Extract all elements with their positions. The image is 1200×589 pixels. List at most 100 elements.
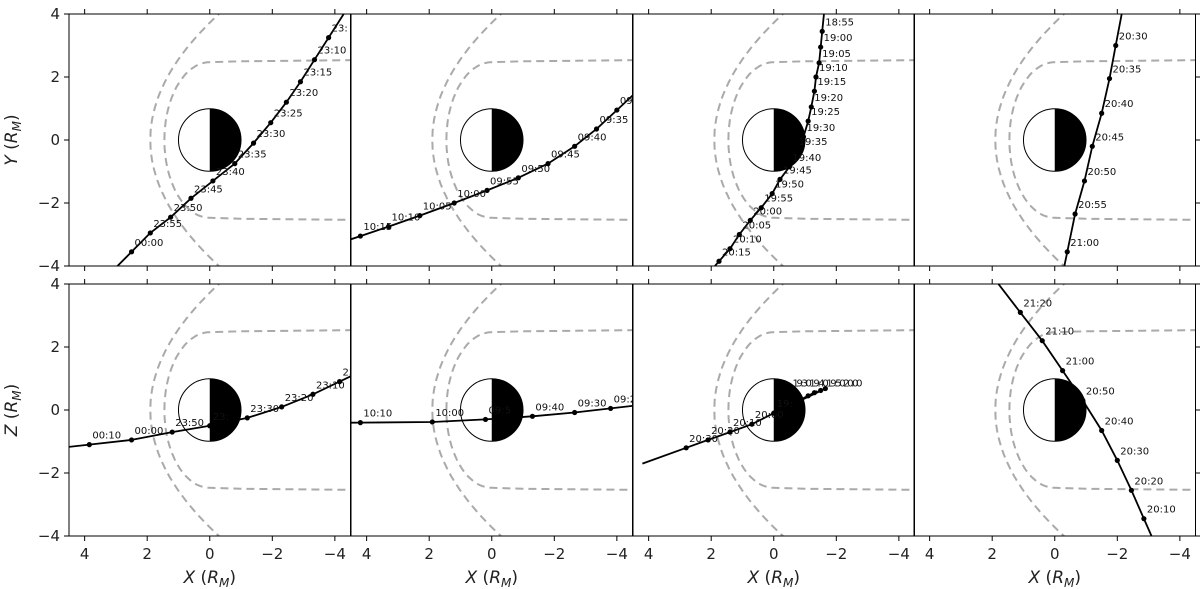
time-label: 19:10 [819,63,848,74]
planet-nightside [773,378,805,442]
magnetopause-curve [1008,329,1196,491]
trajectory-line [351,404,633,424]
x-tick-label: −2 [261,545,283,563]
y-tick-label: −4 [38,527,60,545]
time-label: 23:0 [343,368,365,379]
bow-shock-curve [149,14,221,266]
bow-shock-curve [149,284,221,536]
x-tick-label: 0 [769,545,779,563]
trajectory-point [147,230,153,236]
time-label: 09:40 [535,402,564,413]
time-label: 20:50 [1086,387,1115,398]
time-label: 23:55 [153,219,182,230]
trajectory-point [1099,427,1105,434]
x-tick-label: 0 [1050,545,1060,563]
time-label: 20:30 [689,434,718,445]
time-label: 23:30 [257,129,286,140]
trajectory-point [210,178,216,184]
magnetopause-curve [445,329,633,491]
time-label: 09:30 [578,399,607,410]
time-label: 20:10 [733,235,762,246]
time-label: 23:35 [238,150,267,161]
trajectory-point [545,161,551,167]
time-label: 09:55 [490,176,519,187]
trajectory-point [777,176,783,182]
magnetopause-curve [727,59,915,221]
x-tick-label: 2 [706,545,716,563]
trajectory-point [357,233,363,239]
time-label: 21:10 [1045,327,1074,338]
x-tick-label: −2 [543,545,565,563]
time-label: 20:05 [742,221,771,232]
trajectory-point [749,421,755,427]
trajectory-point [357,420,363,426]
trajectory-point [727,429,733,435]
trajectory-point [716,258,722,264]
time-label: 21:00 [1066,357,1095,368]
bow-shock-curve [994,14,1066,266]
trajectory-line [69,375,351,448]
x-tick-label: 4 [80,545,90,563]
x-axis-label: X (RM) [1027,568,1081,589]
time-label: 20:30 [1120,446,1149,457]
time-label: 20:10 [1147,505,1176,516]
time-label: 20:40 [1105,99,1134,110]
time-label: 20:00 [755,410,784,421]
time-label: 10:00 [435,408,464,419]
time-label: 23:45 [194,184,223,195]
time-label: 20:30 [1119,32,1148,43]
time-label: 19:00 [824,33,853,44]
trajectory-point [1141,516,1147,522]
trajectory-point [1017,309,1023,315]
trajectory-point [232,161,238,167]
planet-nightside [209,108,242,172]
trajectory-point [805,118,811,124]
trajectory-point [168,214,174,220]
x-axis-label: X (RM) [746,568,800,589]
time-label: 23:50 [174,203,203,214]
time-label: 09:45 [551,150,580,161]
trajectory-point [1089,143,1095,149]
time-label: 23: [213,412,229,423]
trajectory-point [336,379,343,385]
time-label: 20:55 [1078,200,1107,211]
bow-shock-curve [994,284,1066,536]
x-tick-label: 0 [487,545,497,563]
trajectory-point [758,205,764,211]
trajectory-point [1114,457,1120,463]
magnetopause-curve [727,329,915,491]
trajectory-point [1128,487,1134,493]
trajectory-point [250,140,257,146]
trajectory-point [1072,211,1078,217]
time-label: 20:20 [711,426,740,437]
trajectory-point [736,231,742,238]
time-label: 19:35 [799,137,828,148]
trajectory-point [417,213,423,219]
time-label: 23:20 [285,393,314,404]
trajectory-point [808,104,814,110]
trajectory-point [283,99,289,105]
time-label: 10:00 [457,189,486,200]
trajectory-point [683,445,689,451]
magnetopause-curve [163,59,351,221]
time-label: 19:05 [822,49,851,60]
x-tick-label: 4 [925,545,935,563]
time-label: 19:20 [814,93,843,104]
trajectory-point [816,60,822,66]
trajectory-point [653,70,658,75]
trajectory-point [608,405,614,412]
trajectory-point [819,28,825,34]
time-label: 21:20 [1023,298,1052,309]
y-tick-label: 4 [50,275,60,293]
time-label: 19:55 [764,194,793,205]
time-label: 19:45 [783,165,812,176]
x-tick-label: 2 [424,545,434,563]
trajectory-point [385,224,392,230]
trajectory-point [1080,397,1086,404]
trajectory-point [614,107,620,113]
time-label: 21:00 [1070,238,1099,249]
trajectory-point [1064,249,1070,255]
x-tick-label: −4 [606,545,628,563]
trajectory-point [747,217,753,223]
x-tick-label: 4 [644,545,654,563]
